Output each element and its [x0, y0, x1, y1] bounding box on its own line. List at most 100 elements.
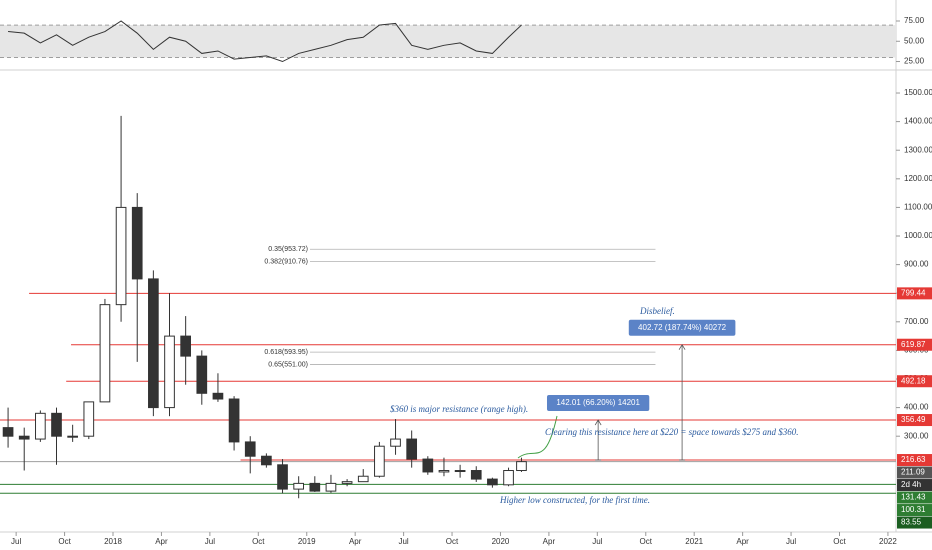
- price-label-box: [897, 504, 932, 517]
- candle-body: [2, 427, 14, 437]
- candle-body: [180, 335, 192, 357]
- price-label: 492.18: [901, 376, 926, 385]
- candle-body: [164, 335, 175, 409]
- measure-arrowhead: [678, 343, 686, 350]
- price-label: 619.87: [901, 340, 926, 349]
- candle-body: [357, 475, 369, 483]
- price-label: 2d 4h: [901, 480, 921, 489]
- candle-body: [516, 461, 527, 472]
- candle-body: [35, 412, 46, 440]
- y-tick-label: 1400.00: [904, 117, 932, 126]
- x-tick-label: Oct: [446, 537, 459, 546]
- rsi-tick-label: 75.00: [904, 16, 925, 25]
- x-tick-label: Oct: [833, 537, 846, 546]
- price-label-box: [897, 479, 932, 492]
- price-label-box: [897, 491, 932, 504]
- candle-body: [244, 441, 256, 457]
- measure-box: [628, 319, 736, 336]
- candle-body: [277, 464, 288, 490]
- candle-body: [83, 401, 95, 437]
- x-tick-label: 2021: [685, 537, 703, 546]
- fib-label: 0.65(551.00): [268, 361, 308, 368]
- candle-body: [406, 438, 418, 460]
- x-tick-label: Jul: [592, 537, 602, 546]
- fib-label: 0.382(910.76): [264, 258, 308, 265]
- rsi-band: [0, 25, 896, 58]
- candle-body: [470, 470, 482, 480]
- candle-body: [374, 445, 385, 477]
- price-label: 799.44: [901, 288, 926, 297]
- candle-body: [99, 304, 111, 403]
- x-tick-label: Oct: [58, 537, 71, 546]
- x-tick-label: 2019: [298, 537, 316, 546]
- y-tick-label: 1100.00: [904, 203, 932, 212]
- price-label-box: [897, 466, 932, 479]
- annotation: Disbelief.: [639, 306, 675, 316]
- projection-path: [517, 415, 558, 459]
- x-tick-label: 2018: [104, 537, 122, 546]
- price-label: 356.49: [901, 415, 926, 424]
- annotation: $360 is major resistance (range high).: [390, 404, 528, 414]
- price-label-box: [897, 516, 932, 529]
- candle-body: [438, 470, 450, 473]
- measure-box: [546, 395, 650, 412]
- candle-body: [309, 482, 321, 492]
- x-tick-label: Jul: [11, 537, 21, 546]
- candle-body: [422, 458, 434, 473]
- candle-body: [18, 435, 30, 440]
- fib-label: 0.618(593.95): [264, 349, 308, 356]
- price-label-box: [897, 375, 932, 388]
- annotation: Higher low constructed, for the first ti…: [499, 495, 650, 505]
- x-tick-label: Apr: [155, 537, 168, 546]
- candle-body: [325, 482, 337, 492]
- measure-arrowhead: [594, 419, 602, 426]
- x-tick-label: Oct: [640, 537, 653, 546]
- candle-body: [115, 206, 127, 306]
- y-tick-label: 1200.00: [904, 174, 932, 183]
- x-tick-label: Apr: [349, 537, 362, 546]
- candle-body: [51, 412, 62, 437]
- y-tick-label: 400.00: [904, 403, 929, 412]
- y-tick-label: 700.00: [904, 317, 929, 326]
- x-tick-label: Jul: [205, 537, 215, 546]
- y-tick-label: 1500.00: [904, 88, 932, 97]
- candle-body: [390, 438, 401, 447]
- price-label: 131.43: [901, 493, 926, 502]
- y-tick-label: 1000.00: [904, 231, 932, 240]
- candle-body: [196, 355, 208, 394]
- measure-label: 402.72 (187.74%) 40272: [638, 323, 727, 332]
- price-label: 100.31: [901, 505, 926, 514]
- price-label-box: [897, 414, 932, 427]
- measure-label: 142.01 (66.20%) 14201: [556, 398, 640, 407]
- x-tick-label: 2022: [879, 537, 897, 546]
- candle-body: [503, 470, 514, 486]
- x-tick-label: Apr: [736, 537, 749, 546]
- x-tick-label: Jul: [398, 537, 408, 546]
- x-tick-label: 2020: [492, 537, 510, 546]
- price-label: 216.63: [901, 455, 926, 464]
- candle-body: [131, 206, 143, 280]
- rsi-line: [8, 20, 522, 63]
- candle-body: [148, 278, 159, 409]
- candle-body: [487, 478, 498, 486]
- y-tick-label: 1300.00: [904, 145, 932, 154]
- x-tick-label: Apr: [543, 537, 556, 546]
- candle-body: [454, 470, 466, 473]
- candle-body: [67, 435, 78, 438]
- candle-body: [261, 455, 272, 466]
- x-tick-label: Oct: [252, 537, 265, 546]
- x-tick-label: Jul: [786, 537, 796, 546]
- price-label: 211.09: [901, 468, 925, 477]
- rsi-tick-label: 25.00: [904, 57, 925, 66]
- candle-body: [341, 481, 353, 484]
- annotation: Clearing this resistance here at $220 = …: [545, 427, 799, 437]
- price-label-box: [897, 338, 932, 351]
- price-label-box: [897, 454, 932, 467]
- y-tick-label: 900.00: [904, 260, 929, 269]
- price-label: 83.55: [901, 518, 922, 527]
- rsi-tick-label: 50.00: [904, 36, 925, 45]
- candle-body: [228, 398, 240, 443]
